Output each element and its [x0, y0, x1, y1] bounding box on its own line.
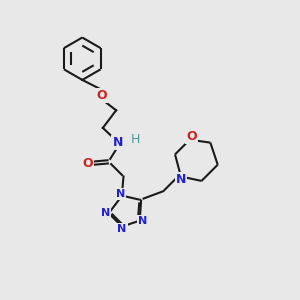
Text: N: N [138, 216, 147, 226]
Text: H: H [130, 133, 140, 146]
Text: N: N [101, 208, 110, 218]
Text: N: N [112, 136, 123, 149]
Text: N: N [117, 224, 127, 234]
Text: N: N [116, 189, 125, 199]
Text: N: N [176, 173, 186, 186]
Text: O: O [83, 157, 94, 170]
Text: O: O [96, 89, 107, 102]
Text: O: O [186, 130, 196, 143]
